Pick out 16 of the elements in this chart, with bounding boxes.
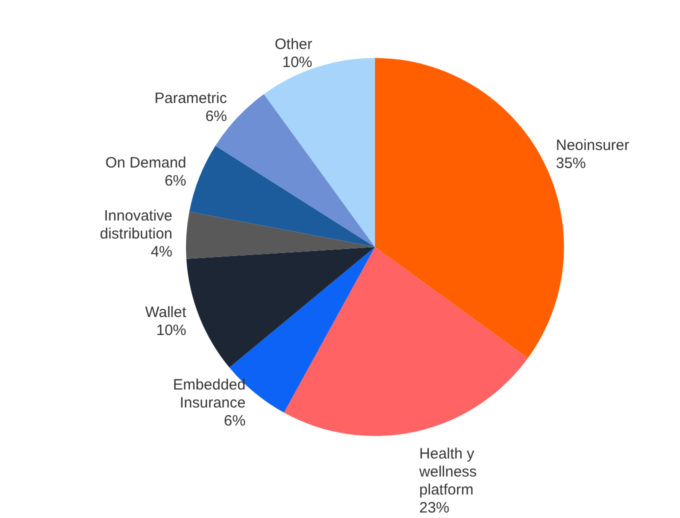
slice-label: On Demand [105,154,186,172]
data-label: 23% [419,499,450,516]
data-label: 10% [282,54,312,72]
data-label: 6% [224,412,246,430]
slice-label: Health y wellness platform [418,445,477,498]
slice-label: Parametric [154,90,228,108]
slice-label: Wallet [145,304,188,321]
data-label: 10% [156,322,186,339]
slice-label: Embedded Insurance [173,376,246,412]
data-label: 35% [556,154,586,172]
slice-label: Innovative distribution [100,207,172,242]
data-label: 4% [150,243,172,260]
slice-label: Other [274,36,312,54]
slice-label: Neoinsurer [556,136,630,154]
data-label: 6% [164,172,186,190]
data-label: 6% [205,108,228,126]
